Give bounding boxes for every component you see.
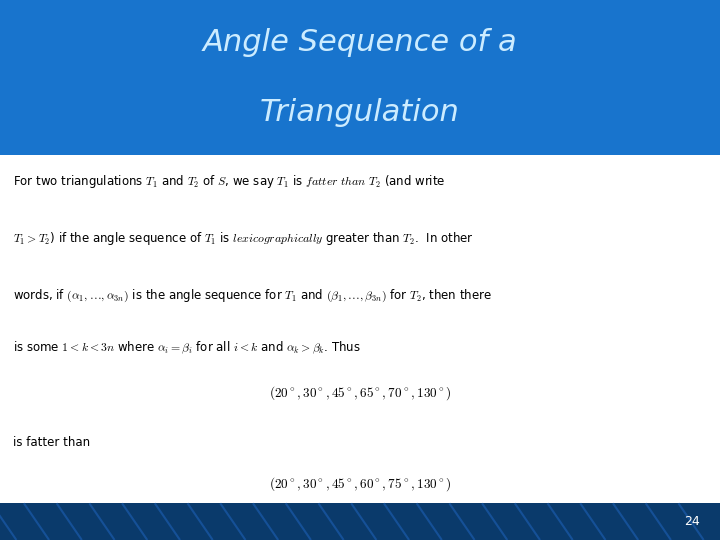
Text: $(20^\circ, 30^\circ, 45^\circ, 65^\circ, 70^\circ, 130^\circ)$: $(20^\circ, 30^\circ, 45^\circ, 65^\circ…: [269, 384, 451, 402]
Text: 24: 24: [684, 515, 700, 528]
FancyBboxPatch shape: [0, 0, 720, 155]
Text: $T_1 > T_2$) if the angle sequence of $T_1$ is $\mathit{lexicographically}$ grea: $T_1 > T_2$) if the angle sequence of $T…: [13, 230, 474, 247]
Text: is some $1 < k < 3n$ where $\alpha_i = \beta_i$ for all $i < k$ and $\alpha_k > : is some $1 < k < 3n$ where $\alpha_i = \…: [13, 340, 361, 356]
FancyBboxPatch shape: [0, 155, 720, 503]
Text: $(20^\circ, 30^\circ, 45^\circ, 60^\circ, 75^\circ, 130^\circ)$: $(20^\circ, 30^\circ, 45^\circ, 60^\circ…: [269, 475, 451, 493]
FancyBboxPatch shape: [0, 503, 720, 540]
Text: For two triangulations $T_1$ and $T_2$ of $S$, we say $T_1$ is $\mathit{fatter\ : For two triangulations $T_1$ and $T_2$ o…: [13, 173, 445, 190]
Text: is fatter than: is fatter than: [13, 436, 90, 449]
Text: words, if $(\alpha_1,\ldots,\alpha_{3n})$ is the angle sequence for $T_1$ and $(: words, if $(\alpha_1,\ldots,\alpha_{3n})…: [13, 288, 492, 304]
Text: Triangulation: Triangulation: [260, 98, 460, 127]
Text: Angle Sequence of a: Angle Sequence of a: [202, 28, 518, 57]
